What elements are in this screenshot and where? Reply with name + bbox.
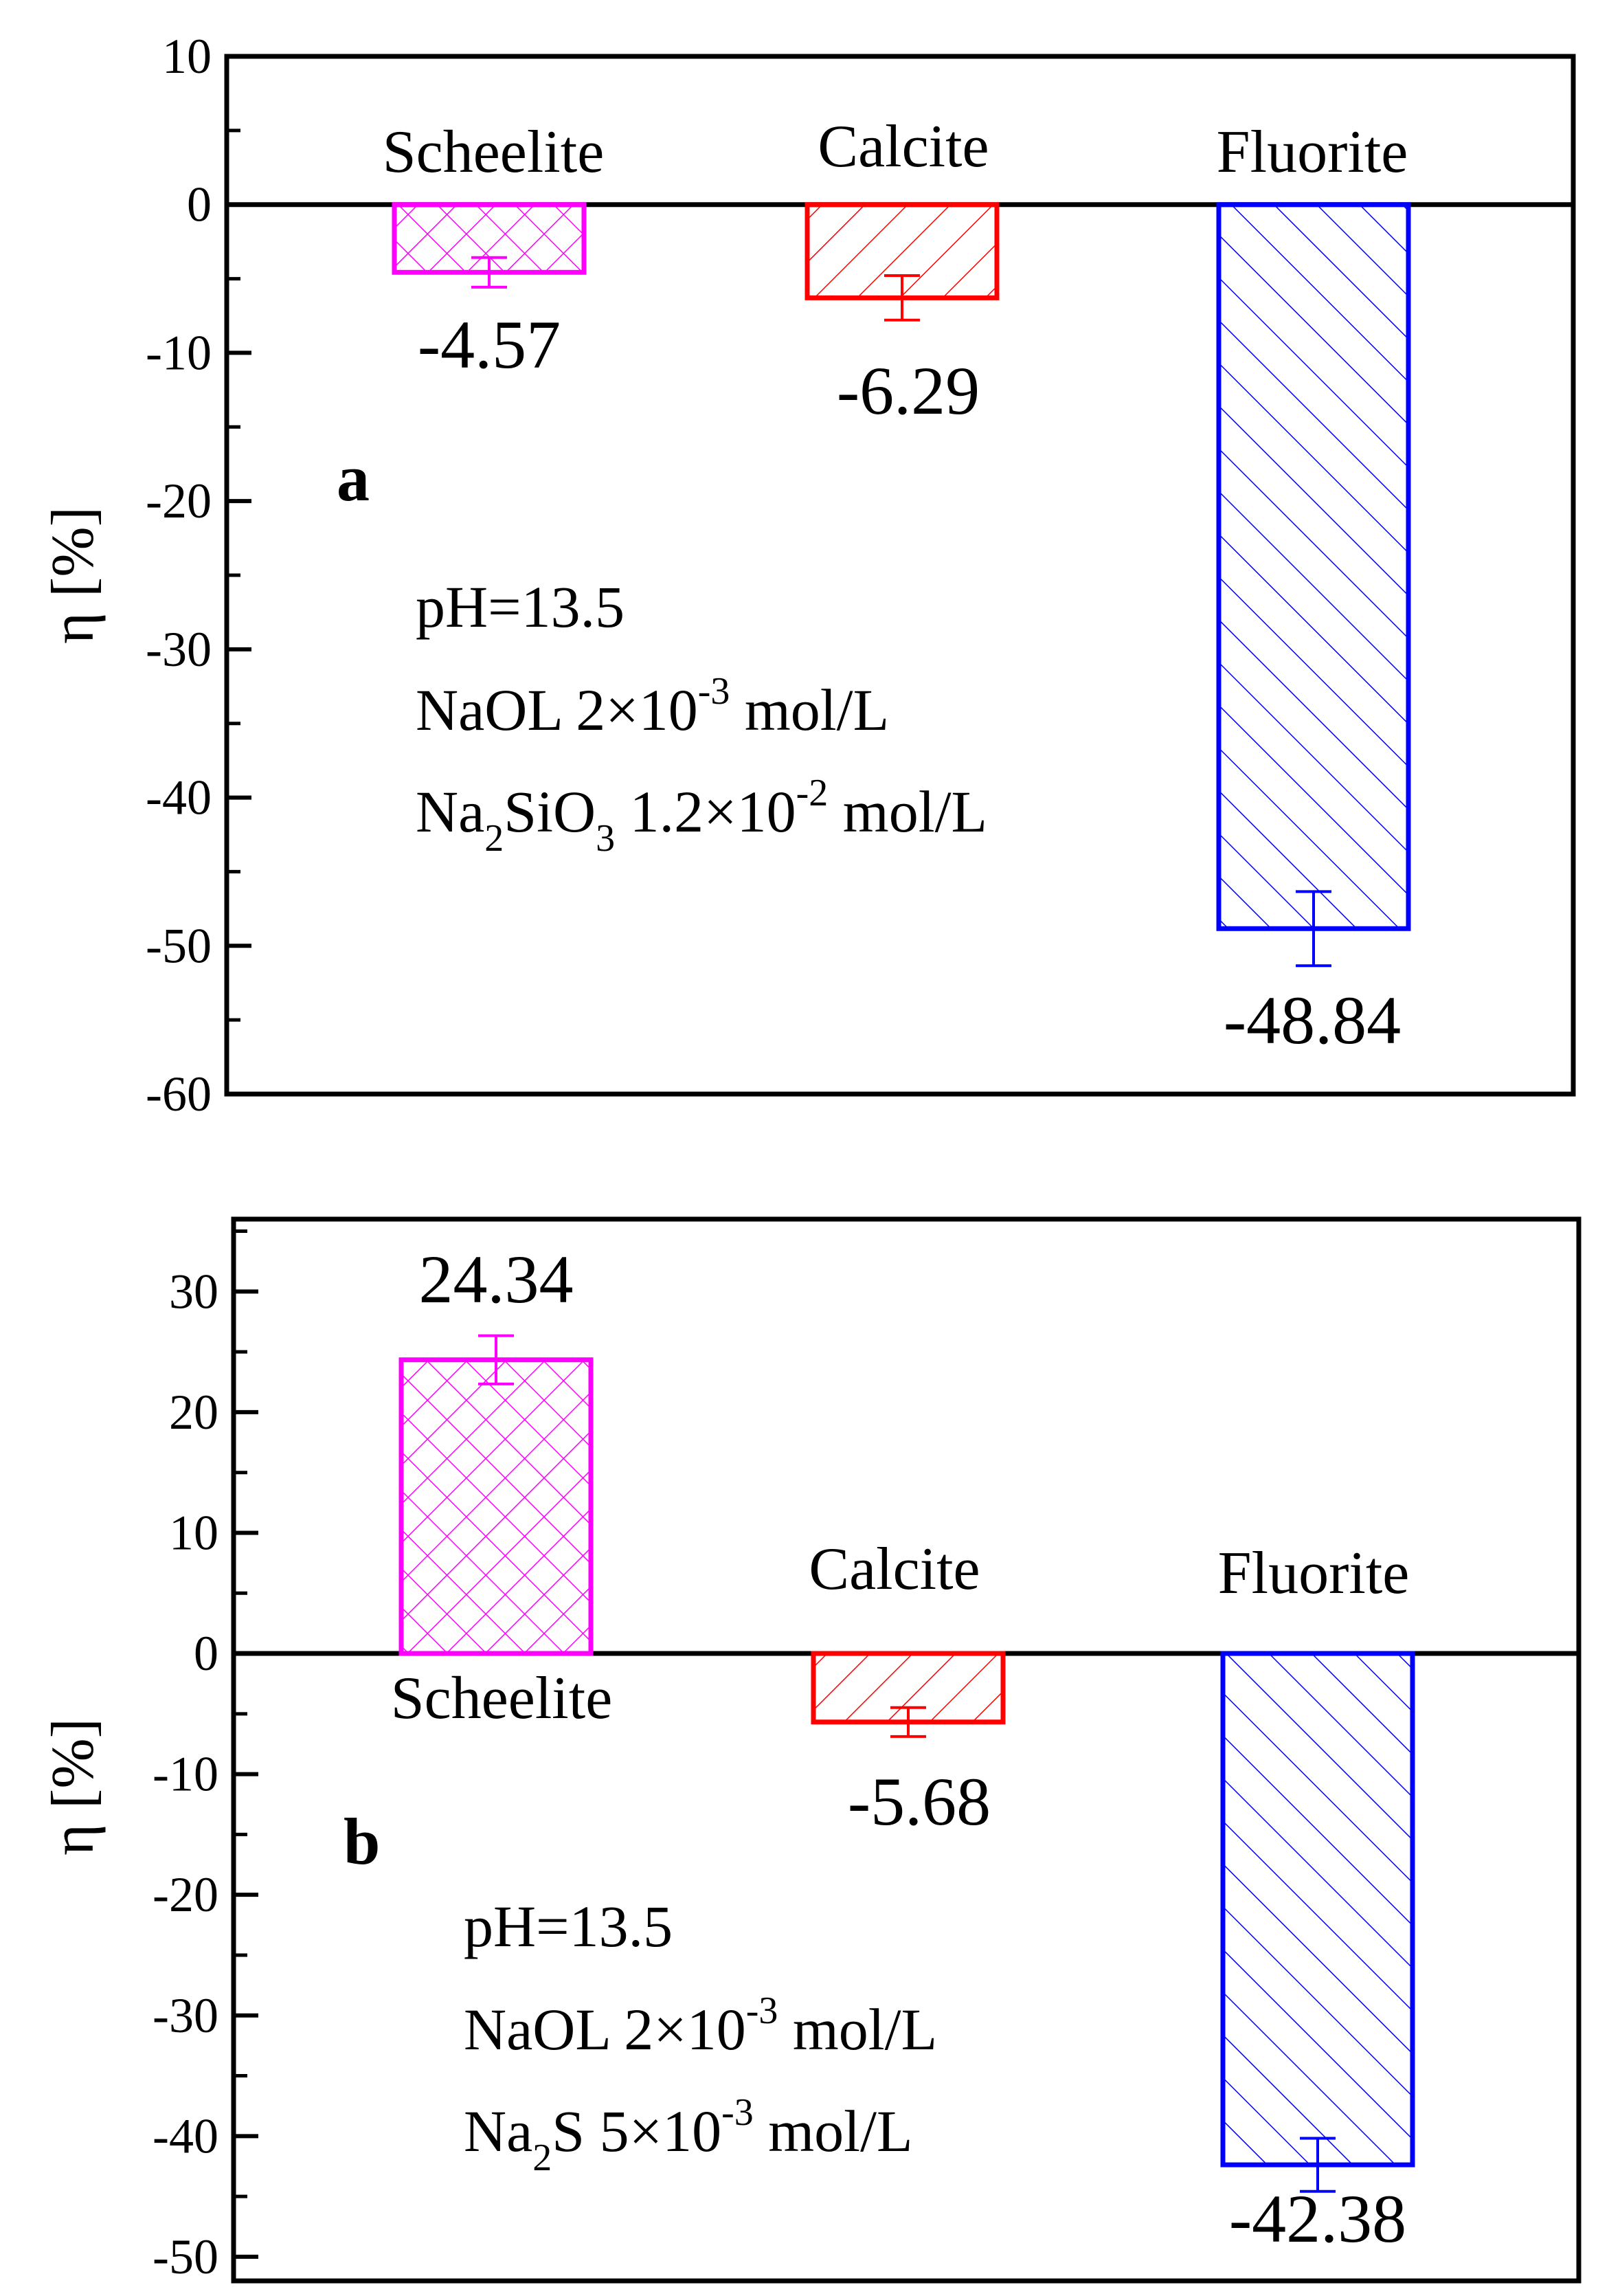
y-tick-label: 20 xyxy=(169,1385,218,1440)
y-tick-label: 0 xyxy=(194,1626,218,1681)
bar-scheelite xyxy=(398,1357,594,1656)
y-tick-label: 10 xyxy=(169,1505,218,1560)
y-tick-label: -40 xyxy=(153,2108,218,2163)
condition-naol: NaOL 2×10-3 mol/L xyxy=(464,1990,937,2062)
category-label-fluorite: Fluorite xyxy=(1217,119,1408,186)
category-label-calcite: Calcite xyxy=(818,113,989,180)
panel-b: 30 20 10 0 -10 -20 -30 -40 -50 η [%] Scheelite C… xyxy=(40,1216,1582,2284)
y-tick-label: 30 xyxy=(169,1264,218,1319)
y-tick-label: -10 xyxy=(146,325,212,380)
y-axis-ticks: 30 20 10 0 -10 -20 -30 -40 -50 xyxy=(153,1229,258,2284)
y-tick-label: -10 xyxy=(153,1747,218,1802)
y-tick-label: -60 xyxy=(146,1067,212,1122)
panel-letter-a: a xyxy=(337,441,370,515)
value-label-calcite: -5.68 xyxy=(848,1763,991,1840)
category-label-scheelite: Scheelite xyxy=(383,119,605,186)
panel-a: 10 0 -10 -20 -30 -40 -50 -60 η [%] Scheelite Ca… xyxy=(40,29,1576,1122)
y-tick-label: -20 xyxy=(146,473,212,528)
condition-depressant: Na2S 5×10-3 mol/L xyxy=(464,2091,913,2179)
y-tick-label: 10 xyxy=(162,29,212,84)
condition-ph: pH=13.5 xyxy=(464,1893,673,1959)
category-label-scheelite: Scheelite xyxy=(391,1665,613,1732)
bar-fluorite xyxy=(1216,202,1411,931)
category-label-fluorite: Fluorite xyxy=(1218,1540,1410,1607)
y-axis-title: η [%] xyxy=(40,1718,106,1855)
y-tick-label: -40 xyxy=(146,770,212,825)
bars xyxy=(398,1334,1415,2193)
value-label-fluorite: -48.84 xyxy=(1224,982,1401,1058)
y-tick-label: -50 xyxy=(153,2229,218,2284)
value-label-scheelite: -4.57 xyxy=(418,306,561,383)
value-label-fluorite: -42.38 xyxy=(1229,2181,1406,2257)
category-label-calcite: Calcite xyxy=(809,1536,980,1603)
y-tick-label: -30 xyxy=(153,1988,218,2043)
bar-fluorite xyxy=(1220,1651,1415,2167)
y-axis-ticks: 10 0 -10 -20 -30 -40 -50 -60 xyxy=(146,29,251,1122)
panel-letter-b: b xyxy=(344,1805,380,1878)
condition-ph: pH=13.5 xyxy=(416,574,625,640)
bars xyxy=(392,202,1411,968)
value-label-calcite: -6.29 xyxy=(837,353,980,429)
plot-frame xyxy=(231,1216,1582,2284)
y-tick-label: -20 xyxy=(153,1867,218,1922)
y-axis-title: η [%] xyxy=(40,506,106,644)
value-label-scheelite: 24.34 xyxy=(419,1241,574,1317)
y-tick-label: -30 xyxy=(146,622,212,677)
y-tick-label: -50 xyxy=(146,918,212,973)
condition-depressant: Na2SiO3 1.2×10-2 mol/L xyxy=(416,772,987,860)
condition-naol: NaOL 2×10-3 mol/L xyxy=(416,670,889,743)
y-tick-label: 0 xyxy=(187,177,212,232)
